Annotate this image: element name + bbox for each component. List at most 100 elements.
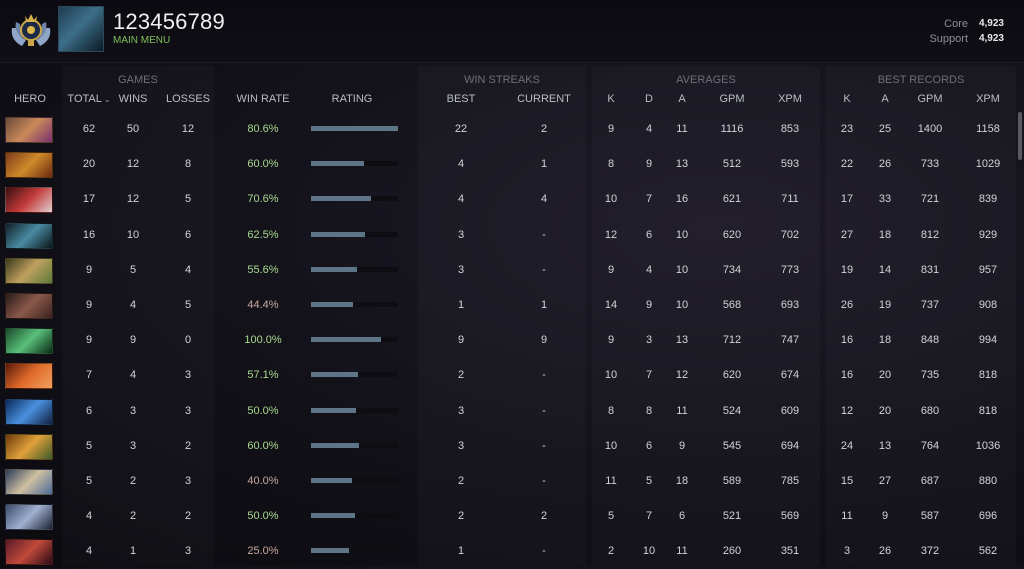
rating-bar: [311, 161, 398, 167]
table-row[interactable]: 17 12 5 70.6% 4 4 10 7 16 621 711 17 33 721 839: [0, 182, 1024, 217]
cell-current: 1: [540, 158, 548, 171]
cell-rec-gpm: 733: [920, 158, 940, 171]
column-header-rec-xpm[interactable]: XPM: [966, 93, 1010, 105]
hero-portrait[interactable]: [5, 433, 53, 460]
column-header-best[interactable]: BEST: [436, 93, 486, 105]
column-header-avg-d[interactable]: D: [636, 93, 662, 105]
cell-losses: 3: [184, 475, 192, 487]
column-header-total[interactable]: TOTAL ⌄: [62, 93, 116, 105]
cell-rec-gpm: 848: [920, 334, 940, 347]
hero-portrait[interactable]: [5, 328, 53, 355]
column-header-rating[interactable]: RATING: [308, 93, 396, 105]
rating-bar: [311, 372, 398, 378]
rank-medal-icon[interactable]: [8, 6, 54, 52]
scrollbar[interactable]: [1018, 112, 1022, 160]
mmr-value: 4,923: [978, 33, 1004, 44]
cell-win-rate: 55.6%: [247, 263, 279, 276]
hero-portrait[interactable]: [5, 152, 53, 179]
cell-wins: 50: [126, 123, 140, 135]
profile-header: 123456789 MAIN MENU Core 4,923 Support 4…: [0, 0, 1024, 63]
cell-rec-gpm: 812: [920, 228, 940, 241]
cell-wins: 3: [129, 439, 137, 452]
column-header-label: CURRENT: [517, 93, 571, 105]
table-row[interactable]: 9 4 5 44.4% 1 1 14 9 10 568 693 26 19 737 908: [0, 288, 1024, 323]
column-header-label: K: [843, 93, 851, 105]
rating-bar: [311, 231, 398, 237]
hero-portrait[interactable]: [5, 117, 53, 143]
cell-best: 9: [457, 334, 465, 347]
cell-current: 4: [540, 193, 548, 206]
main-menu-link[interactable]: MAIN MENU: [113, 35, 171, 46]
cell-avg-gpm: 545: [722, 439, 742, 452]
cell-best: 3: [457, 439, 465, 452]
cell-rec-k: 23: [840, 123, 854, 135]
table-row[interactable]: 62 50 12 80.6% 22 2 9 4 11 1116 853 23 25 1400 1158: [0, 112, 1024, 147]
column-header-losses[interactable]: LOSSES: [162, 93, 214, 105]
hero-portrait[interactable]: [5, 504, 53, 531]
cell-avg-a: 11: [676, 123, 688, 135]
cell-avg-d: 3: [645, 334, 653, 347]
column-header-avg-k[interactable]: K: [598, 93, 624, 105]
rating-bar-fill: [311, 126, 398, 131]
cell-avg-gpm: 1116: [720, 123, 744, 135]
cell-avg-d: 9: [645, 158, 653, 171]
rating-bar: [311, 337, 398, 343]
cell-rec-xpm: 818: [978, 404, 998, 417]
column-header-avg-gpm[interactable]: GPM: [710, 93, 754, 105]
rating-bar-fill: [311, 302, 353, 307]
column-header-win-rate[interactable]: WIN RATE: [224, 93, 302, 105]
table-row[interactable]: 5 2 3 40.0% 2 - 11 5 18 589 785 15 27 687 880: [0, 464, 1024, 499]
cell-avg-k: 10: [604, 439, 618, 452]
hero-portrait[interactable]: [5, 363, 53, 390]
hero-portrait[interactable]: [5, 187, 53, 214]
table-row[interactable]: 16 10 6 62.5% 3 - 12 6 10 620 702 27 18 812 929: [0, 218, 1024, 253]
hero-portrait[interactable]: [5, 398, 53, 425]
cell-wins: 9: [129, 334, 137, 347]
player-avatar[interactable]: [58, 6, 104, 52]
hero-portrait[interactable]: [5, 222, 53, 249]
cell-wins: 12: [126, 193, 140, 206]
table-row[interactable]: 9 9 0 100.0% 9 9 9 3 13 712 747 16 18 848 994: [0, 323, 1024, 358]
cell-total: 17: [82, 193, 96, 206]
table-row[interactable]: 6 3 3 50.0% 3 - 8 8 11 524 609 12 20 680 818: [0, 394, 1024, 429]
column-header-current[interactable]: CURRENT: [510, 93, 578, 105]
cell-current: 2: [540, 510, 548, 523]
cell-rec-k: 16: [840, 369, 854, 382]
table-row[interactable]: 4 2 2 50.0% 2 2 5 7 6 521 569 11 9 587 696: [0, 499, 1024, 534]
table-row[interactable]: 20 12 8 60.0% 4 1 8 9 13 512 593 22 26 733 1029: [0, 147, 1024, 182]
cell-avg-k: 9: [607, 123, 615, 135]
table-row[interactable]: 9 5 4 55.6% 3 - 9 4 10 734 773 19 14 831 957: [0, 253, 1024, 288]
table-row[interactable]: 5 3 2 60.0% 3 - 10 6 9 545 694 24 13 764 1036: [0, 429, 1024, 464]
cell-win-rate: 60.0%: [247, 439, 279, 452]
cell-rec-gpm: 764: [920, 439, 940, 452]
group-header-averages: AVERAGES: [676, 74, 736, 86]
cell-best: 1: [457, 299, 465, 311]
cell-losses: 5: [184, 193, 192, 206]
table-row[interactable]: 4 1 3 25.0% 1 - 2 10 11 260 351 3 26 372 562: [0, 534, 1024, 569]
hero-portrait[interactable]: [5, 469, 53, 495]
cell-losses: 12: [181, 123, 195, 135]
hero-portrait[interactable]: [5, 539, 53, 566]
cell-wins: 4: [129, 299, 137, 311]
cell-rec-gpm: 372: [920, 545, 940, 558]
column-header-avg-a[interactable]: A: [669, 93, 695, 105]
column-header-wins[interactable]: WINS: [116, 93, 150, 105]
column-header-hero[interactable]: HERO: [2, 93, 58, 105]
column-header-rec-k[interactable]: K: [834, 93, 860, 105]
hero-portrait[interactable]: [5, 293, 53, 319]
cell-total: 5: [85, 475, 93, 487]
rating-bar-fill: [311, 442, 359, 448]
table-row[interactable]: 7 4 3 57.1% 2 - 10 7 12 620 674 16 20 735 818: [0, 358, 1024, 393]
column-header-rec-a[interactable]: A: [872, 93, 898, 105]
cell-best: 22: [454, 123, 468, 135]
hero-portrait[interactable]: [5, 257, 53, 284]
cell-rec-xpm: 994: [978, 334, 998, 347]
cell-wins: 3: [129, 404, 137, 417]
column-header-rec-gpm[interactable]: GPM: [908, 93, 952, 105]
cell-best: 3: [457, 228, 465, 241]
cell-rec-k: 3: [843, 545, 851, 558]
cell-avg-a: 12: [675, 369, 689, 382]
column-header-avg-xpm[interactable]: XPM: [768, 93, 812, 105]
rating-bar-fill: [311, 513, 355, 519]
cell-rec-xpm: 957: [978, 263, 998, 276]
